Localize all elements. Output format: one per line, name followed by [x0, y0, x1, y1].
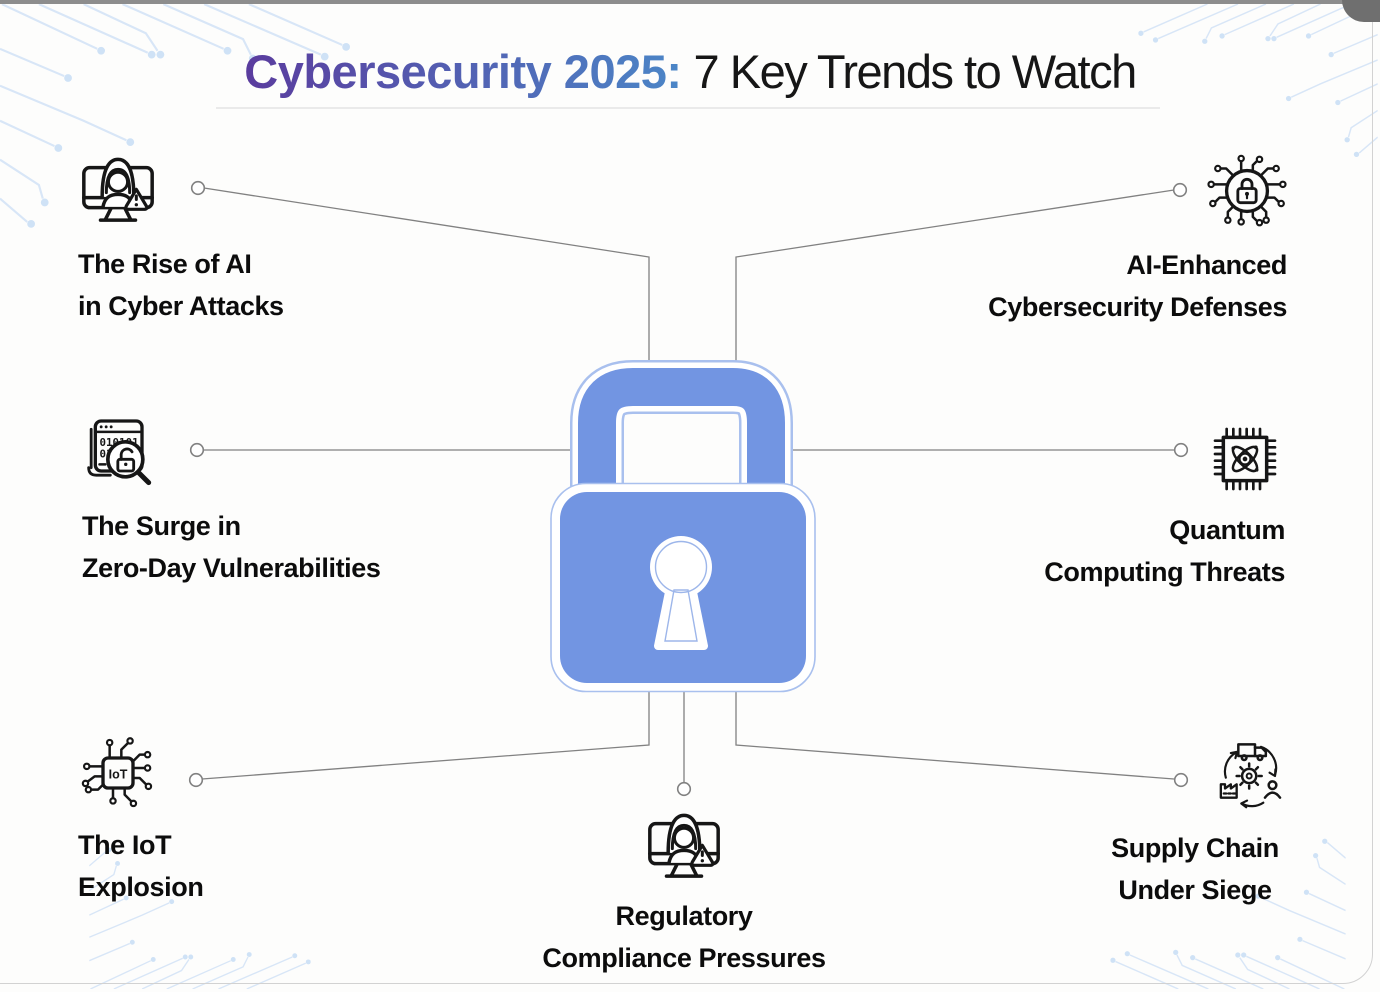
compliance-monitor-icon: [644, 806, 724, 888]
supply-chain-cycle-icon: [1210, 735, 1290, 817]
iot-chip-icon: [78, 732, 158, 814]
trend-label-line2: Zero-Day Vulnerabilities: [82, 553, 381, 583]
page-title-rest: 7 Key Trends to Watch: [693, 45, 1138, 98]
trend-ai-defenses: AI-Enhanced Cybersecurity Defenses: [927, 150, 1287, 328]
connector-bottom-left: [201, 688, 650, 780]
trend-regulatory: Regulatory Compliance Pressures: [495, 806, 873, 979]
window-top-edge: [0, 0, 1380, 4]
trend-label-line1: Regulatory: [615, 901, 753, 931]
trend-iot: The IoT Explosion: [78, 732, 398, 908]
connector-endpoints: [188, 180, 1189, 797]
trend-label-line2: Explosion: [78, 872, 204, 902]
hacker-monitor-icon: [78, 150, 158, 232]
trend-label-line2: Compliance Pressures: [542, 943, 826, 973]
trend-label-line2: Cybersecurity Defenses: [988, 292, 1287, 322]
ai-shield-circuit-icon: [1207, 150, 1287, 232]
trend-label-line1: The IoT: [78, 830, 172, 860]
padlock-icon: [550, 360, 816, 693]
trend-zero-day: The Surge in Zero-Day Vulnerabilities: [82, 415, 462, 589]
quantum-chip-icon: [1205, 418, 1285, 500]
connector-top-left: [203, 187, 650, 365]
page-title: Cybersecurity 2025: 7 Key Trends to Watch: [0, 44, 1380, 99]
padlock-shackle: [578, 368, 785, 497]
connector-top-right: [735, 189, 1175, 365]
trend-label-line2: Under Siege: [1118, 875, 1272, 905]
trend-label-line2: in Cyber Attacks: [78, 291, 284, 321]
page-title-highlight: Cybersecurity 2025:: [244, 45, 682, 98]
window-corner-wedge: [1342, 0, 1380, 22]
trend-rise-of-ai: The Rise of AI in Cyber Attacks: [78, 150, 418, 327]
trend-label-line1: AI-Enhanced: [1126, 250, 1287, 280]
trend-label-line2: Computing Threats: [1044, 557, 1285, 587]
connector-bottom-right: [735, 688, 1175, 780]
trend-label-line1: Quantum: [1169, 515, 1285, 545]
trend-label-line1: The Rise of AI: [78, 249, 252, 279]
keyhole: [654, 540, 708, 594]
title-divider: [216, 107, 1160, 109]
trend-label-line1: Supply Chain: [1111, 833, 1279, 863]
trend-quantum: Quantum Computing Threats: [955, 418, 1285, 593]
trend-label-line1: The Surge in: [82, 511, 241, 541]
vulnerability-scan-icon: [82, 415, 162, 497]
trend-supply-chain: Supply Chain Under Siege: [1100, 735, 1290, 911]
